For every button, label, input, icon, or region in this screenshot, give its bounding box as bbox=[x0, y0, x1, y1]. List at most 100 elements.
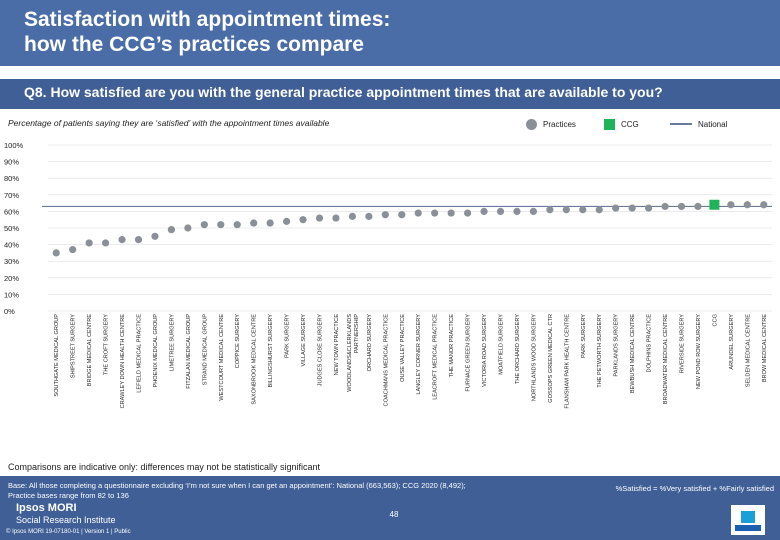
practice-point bbox=[628, 204, 636, 212]
y-tick-label: 40% bbox=[4, 241, 19, 250]
legend-national-line-icon bbox=[670, 123, 692, 125]
ccg-point bbox=[709, 199, 720, 210]
y-tick-label: 50% bbox=[4, 224, 19, 233]
x-category-label: OUSE VALLEY PRACTICE bbox=[400, 314, 406, 382]
practice-point bbox=[315, 214, 324, 222]
x-category-label: SELDEN MEDICAL CENTRE bbox=[745, 314, 751, 387]
x-category-label: MOATFIELD SURGERY bbox=[499, 314, 505, 375]
x-category-label: CRAWLEY DOWN HEALTH CENTRE bbox=[120, 314, 126, 409]
title-line-1: Satisfaction with appointment times: bbox=[24, 8, 391, 31]
legend-practices-label: Practices bbox=[543, 119, 576, 129]
practice-point bbox=[480, 207, 488, 215]
chart: 0% 10% 20% 30% 40% 50% 60% 70% 80% 90% 100% SOUTHGA… bbox=[4, 141, 772, 409]
page-number: 48 bbox=[389, 510, 399, 519]
comparison-note: Comparisons are indicative only: differe… bbox=[8, 462, 320, 472]
x-category-label: STRAND MEDICAL GROUP bbox=[202, 314, 208, 386]
x-category-label: JUDGES CLOSE SURGERY bbox=[318, 314, 324, 387]
x-category-label: SOUTHGATE MEDICAL GROUP bbox=[54, 314, 60, 397]
practice-point bbox=[579, 206, 587, 214]
x-category-label: WOODLANDS&CLERKLANDS bbox=[347, 314, 353, 392]
x-category-label: LEACROFT MEDICAL PRACTICE bbox=[433, 314, 439, 400]
page-title: Satisfaction with appointment times: how… bbox=[24, 7, 764, 57]
y-tick-label: 70% bbox=[4, 191, 19, 200]
practice-point bbox=[562, 206, 570, 214]
x-category-label: FURNACE GREEN SURGERY bbox=[466, 314, 472, 392]
x-category-label: ARUNDEL SURGERY bbox=[729, 314, 735, 370]
x-category-label: NEW TOWN PRACTICE bbox=[334, 314, 340, 376]
x-category-label: PARK SURGERY bbox=[581, 314, 587, 358]
y-tick-label: 60% bbox=[4, 207, 19, 216]
x-category-label: THE CROFT SURGERY bbox=[104, 314, 110, 375]
x-category-label: BILLINGSHURST SURGERY bbox=[268, 314, 274, 388]
x-category-label: PARTNERSHIP bbox=[354, 314, 360, 354]
y-tick-label: 10% bbox=[4, 290, 19, 299]
x-category-label: BEWBUSH MEDICAL CENTRE bbox=[630, 314, 636, 393]
chart-subtitle: Percentage of patients saying they are ‘… bbox=[8, 118, 330, 128]
practice-point bbox=[85, 239, 93, 247]
x-category-label: COPPICE SURGERY bbox=[235, 314, 241, 369]
x-category-label: VILLAGE SURGERY bbox=[301, 314, 307, 367]
practice-point bbox=[200, 221, 208, 229]
base-line-1: Base: All those completing a questionnai… bbox=[8, 481, 466, 490]
x-category-label: VICTORIA ROAD SURGERY bbox=[482, 314, 488, 387]
x-category-label: THE ORCHARD SURGERY bbox=[515, 314, 521, 384]
x-category-label: FITZALAN MEDICAL GROUP bbox=[186, 314, 192, 389]
x-category-label: THE MANOR PRACTICE bbox=[449, 314, 455, 378]
y-tick-label: 80% bbox=[4, 174, 19, 183]
question-text: Q8. How satisfied are you with the gener… bbox=[24, 84, 663, 100]
legend-ccg: CCG bbox=[604, 117, 639, 131]
practice-point bbox=[381, 211, 389, 219]
y-tick-label: 20% bbox=[4, 274, 19, 283]
practice-point bbox=[496, 207, 505, 215]
base-text: Base: All those completing a questionnai… bbox=[8, 481, 508, 501]
legend-ccg-label: CCG bbox=[621, 119, 639, 129]
x-category-label: GOSSOPS GREEN MEDICAL CTR bbox=[548, 314, 554, 403]
legend-practices-dot-icon bbox=[526, 118, 537, 130]
practice-point bbox=[250, 219, 258, 227]
logo-subtitle: Social Research Institute bbox=[16, 515, 116, 525]
practice-point bbox=[463, 209, 472, 217]
practice-point bbox=[431, 209, 439, 217]
x-category-label: LIMETREE SURGERY bbox=[169, 314, 175, 371]
practice-point bbox=[760, 201, 768, 209]
practice-point bbox=[743, 201, 751, 209]
practice-point bbox=[447, 209, 455, 217]
practice-point bbox=[282, 217, 291, 225]
satisfied-formula: %Satisfied = %Very satisfied + %Fairly s… bbox=[615, 484, 774, 493]
practice-point bbox=[151, 232, 159, 240]
x-category-label: PARKLANDS SURGERY bbox=[614, 314, 620, 377]
practice-point bbox=[612, 204, 620, 212]
practice-point bbox=[184, 224, 192, 232]
practice-point bbox=[101, 239, 110, 247]
legend-national-label: National bbox=[698, 119, 728, 129]
practice-point bbox=[233, 221, 241, 229]
practice-point bbox=[217, 221, 225, 229]
practice-point bbox=[332, 214, 340, 222]
practice-point bbox=[167, 226, 176, 234]
title-line-2: how the CCG’s practices compare bbox=[24, 33, 364, 56]
footer-bar bbox=[0, 476, 780, 540]
practice-point bbox=[365, 212, 373, 220]
header-bar bbox=[0, 0, 780, 66]
x-category-label: LEFIELD MEDICAL PRACTICE bbox=[137, 314, 143, 393]
practice-point bbox=[595, 206, 603, 214]
practice-point bbox=[677, 202, 686, 211]
practice-point bbox=[134, 236, 143, 244]
y-tick-label: 0% bbox=[4, 307, 15, 316]
x-category-label: NEW POND ROW SURGERY bbox=[696, 314, 702, 389]
base-line-2: Practice bases range from 82 to 136 bbox=[8, 491, 129, 500]
x-category-label: SHIPSTREET SURGERY bbox=[71, 314, 77, 378]
x-category-label: WESTCOURT MEDICAL CENTRE bbox=[219, 314, 225, 401]
x-category-label: BRIDGE MEDICAL CENTRE bbox=[87, 314, 93, 386]
x-category-label: PARK SURGERY bbox=[285, 314, 291, 358]
practice-point bbox=[348, 212, 357, 220]
y-tick-label: 90% bbox=[4, 158, 19, 167]
question-bar bbox=[0, 79, 780, 109]
practice-point bbox=[266, 219, 274, 227]
x-category-label: SAXONBROOK MEDICAL CENTRE bbox=[252, 314, 258, 405]
practice-point bbox=[299, 216, 307, 224]
practice-point bbox=[529, 207, 538, 215]
x-category-label: RIVERSIDE SURGERY bbox=[680, 314, 686, 374]
x-category-label: DOLPHINS PRACTICE bbox=[647, 314, 653, 373]
x-category-label: BROADWATER MEDICAL CENTRE bbox=[663, 314, 669, 405]
